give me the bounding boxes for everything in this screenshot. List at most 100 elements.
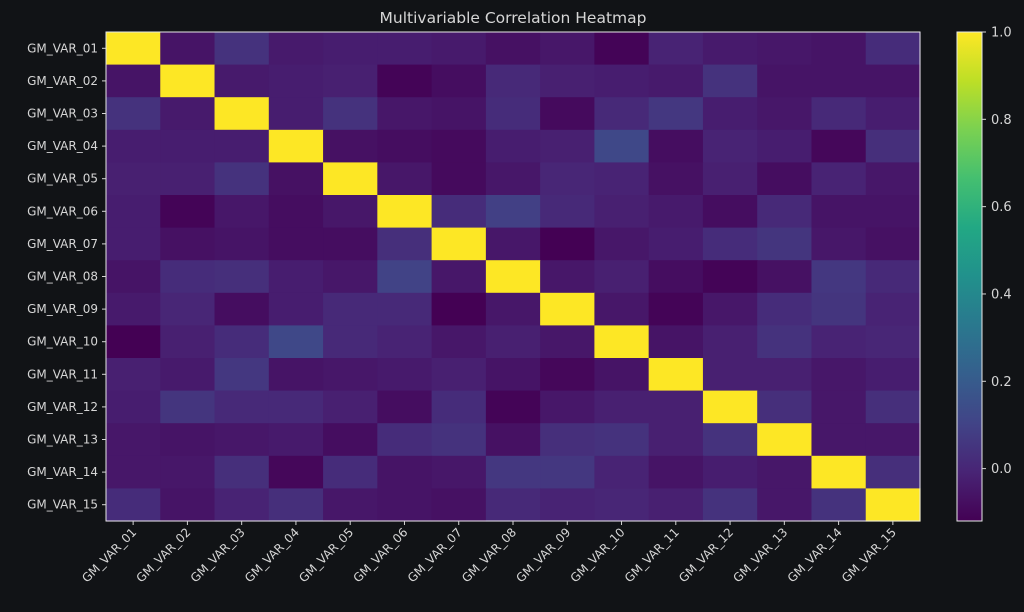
heatmap-cell xyxy=(702,260,758,294)
heatmap-cell xyxy=(214,488,270,522)
heatmap-cell xyxy=(702,325,758,359)
heatmap-cell xyxy=(702,292,758,326)
heatmap-cell xyxy=(160,260,216,294)
y-tick-label: GM_VAR_05 xyxy=(27,172,98,186)
heatmap-cell xyxy=(431,32,487,66)
heatmap-cell xyxy=(106,488,161,522)
heatmap-cell xyxy=(160,455,216,489)
heatmap-cell xyxy=(377,97,433,131)
heatmap-cell xyxy=(702,195,758,229)
heatmap-cell xyxy=(811,162,867,196)
heatmap-cell xyxy=(431,227,487,261)
heatmap-cell xyxy=(648,488,704,522)
heatmap-cell xyxy=(106,325,161,359)
heatmap-cell xyxy=(106,292,161,326)
heatmap-cell xyxy=(485,97,541,131)
heatmap-cell xyxy=(702,129,758,163)
heatmap-cell xyxy=(594,325,650,359)
heatmap-cell xyxy=(214,32,270,66)
heatmap-cell xyxy=(485,162,541,196)
heatmap-cell xyxy=(214,358,270,392)
heatmap-cell xyxy=(811,358,867,392)
heatmap-cell xyxy=(811,129,867,163)
heatmap-cell xyxy=(106,260,161,294)
x-tick-label: GM_VAR_13 xyxy=(730,525,790,585)
heatmap-cell xyxy=(757,64,813,98)
heatmap-cell xyxy=(702,97,758,131)
heatmap-cell xyxy=(214,227,270,261)
y-tick-label: GM_VAR_11 xyxy=(27,367,98,381)
heatmap-cell xyxy=(485,227,541,261)
heatmap-cell xyxy=(160,358,216,392)
heatmap-cell xyxy=(106,162,161,196)
y-tick-labels: GM_VAR_01 GM_VAR_02 GM_VAR_03 GM_VAR_04 GM_V… xyxy=(27,41,106,512)
heatmap-cell xyxy=(594,64,650,98)
heatmap-cell xyxy=(268,292,324,326)
heatmap-cell xyxy=(377,423,433,457)
heatmap-cell xyxy=(757,358,813,392)
heatmap-cell xyxy=(106,358,161,392)
heatmap-cell xyxy=(106,390,161,424)
heatmap-cell xyxy=(214,423,270,457)
heatmap-cell xyxy=(377,162,433,196)
heatmap-cell xyxy=(865,97,921,131)
x-tick-label: GM_VAR_07 xyxy=(405,525,465,585)
heatmap-cell xyxy=(377,64,433,98)
heatmap-cell xyxy=(865,455,921,489)
heatmap-cell xyxy=(865,32,921,66)
heatmap-cell xyxy=(757,423,813,457)
heatmap-cell xyxy=(160,64,216,98)
heatmap-cell xyxy=(702,227,758,261)
x-tick-label: GM_VAR_01 xyxy=(79,525,139,585)
heatmap-cell xyxy=(431,390,487,424)
heatmap-cell xyxy=(540,129,595,163)
heatmap-cell xyxy=(268,455,324,489)
heatmap-cell xyxy=(106,195,161,229)
heatmap-cell xyxy=(648,423,704,457)
heatmap-cell xyxy=(594,488,650,522)
heatmap-cell xyxy=(485,129,541,163)
heatmap-cell xyxy=(323,64,378,98)
heatmap-cell xyxy=(431,64,487,98)
heatmap-cell xyxy=(160,97,216,131)
y-tick-label: GM_VAR_14 xyxy=(27,465,98,479)
heatmap-cell xyxy=(757,32,813,66)
chart-title: Multivariable Correlation Heatmap xyxy=(380,9,647,27)
heatmap-cell xyxy=(540,162,595,196)
heatmap-cell xyxy=(323,195,378,229)
heatmap-cell xyxy=(268,162,324,196)
heatmap-cell xyxy=(431,325,487,359)
heatmap-cell xyxy=(214,97,270,131)
heatmap-cell xyxy=(594,292,650,326)
heatmap-cell xyxy=(811,260,867,294)
heatmap-cell xyxy=(160,32,216,66)
y-tick-label: GM_VAR_13 xyxy=(27,433,98,447)
heatmap-cell xyxy=(323,488,378,522)
heatmap-cell xyxy=(268,129,324,163)
heatmap-cell xyxy=(323,455,378,489)
heatmap-cell xyxy=(865,129,921,163)
heatmap-cell xyxy=(323,227,378,261)
heatmap-cell xyxy=(214,390,270,424)
heatmap-cell xyxy=(268,32,324,66)
heatmap-cell xyxy=(540,423,595,457)
heatmap-cell xyxy=(865,390,921,424)
heatmap-cell xyxy=(431,129,487,163)
colorbar-tick-label: 1.0 xyxy=(991,26,1012,41)
heatmap-cell xyxy=(865,423,921,457)
heatmap-cell xyxy=(702,162,758,196)
heatmap-cell xyxy=(431,455,487,489)
heatmap-cell xyxy=(648,325,704,359)
heatmap-cell xyxy=(811,455,867,489)
heatmap-cell xyxy=(757,129,813,163)
heatmap-cell xyxy=(540,64,595,98)
heatmap-cell xyxy=(323,97,378,131)
heatmap-cell xyxy=(377,195,433,229)
heatmap-cell xyxy=(865,358,921,392)
x-tick-label: GM_VAR_15 xyxy=(839,525,899,585)
x-tick-label: GM_VAR_11 xyxy=(622,525,682,585)
heatmap-cell xyxy=(865,162,921,196)
heatmap-cell xyxy=(594,390,650,424)
heatmap-cell xyxy=(106,129,161,163)
